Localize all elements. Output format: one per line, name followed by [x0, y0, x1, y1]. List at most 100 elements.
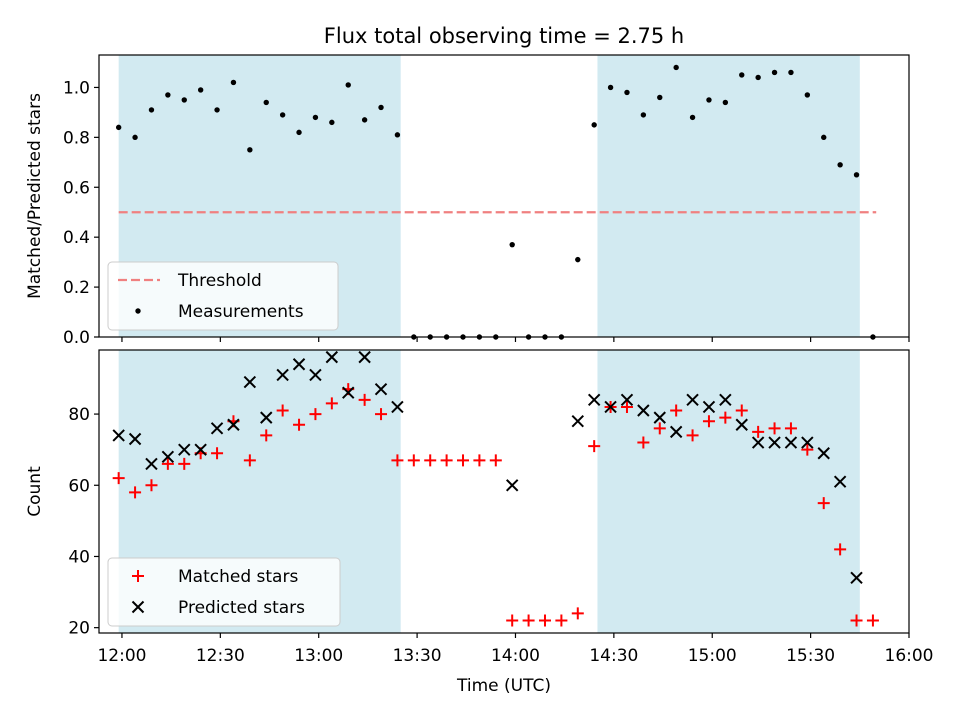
- measurement-point: [575, 256, 581, 263]
- matched-star-point: [834, 543, 847, 556]
- measurement-point: [837, 162, 843, 168]
- predicted-star-point: [194, 443, 207, 456]
- measurement-point: [361, 117, 368, 123]
- measurement-point: [394, 132, 401, 138]
- bottom-y-tick-label: 40: [68, 547, 90, 567]
- measurement-point: [804, 92, 811, 98]
- matched-star-point: [457, 454, 470, 467]
- matched-star-point: [801, 443, 814, 456]
- predicted-star-point: [227, 418, 240, 431]
- matched-star-point: [866, 614, 879, 627]
- measurement-point: [115, 124, 122, 131]
- predicted-star-point: [260, 411, 273, 424]
- predicted-star-point: [801, 436, 814, 449]
- measurement-point: [640, 112, 647, 118]
- measurement-point: [509, 241, 515, 248]
- top-y-tick-label: 0.0: [63, 328, 90, 348]
- matched-star-point: [211, 447, 224, 460]
- measurement-point: [148, 107, 155, 113]
- matched-star-point: [178, 457, 191, 470]
- measurement-point: [673, 64, 679, 71]
- measurement-point: [689, 114, 696, 121]
- matched-star-point: [489, 454, 502, 467]
- bottom-y-tick-label: 20: [68, 619, 90, 639]
- top-shaded-interval: [597, 55, 860, 337]
- predicted-star-point: [620, 393, 634, 407]
- measurement-point: [624, 89, 630, 96]
- matched-star-point: [719, 411, 732, 424]
- measurement-point: [345, 82, 351, 88]
- x-tick-label: 16:00: [885, 646, 934, 666]
- predicted-star-point: [276, 368, 289, 382]
- measurement-point: [853, 172, 860, 178]
- measurement-point: [279, 112, 286, 118]
- matched-star-point: [571, 607, 584, 620]
- measurement-point: [739, 72, 745, 78]
- matched-star-point: [293, 418, 306, 431]
- measurement-point: [821, 134, 827, 141]
- measurement-point: [197, 87, 204, 93]
- bottom-legend: Matched stars Predicted stars: [107, 557, 341, 627]
- matched-star-point: [358, 393, 371, 406]
- matched-star-point: [555, 614, 568, 627]
- predicted-star-point: [850, 571, 863, 585]
- matched-star-point: [588, 440, 601, 453]
- matched-star-point: [391, 454, 404, 467]
- matched-star-point: [752, 425, 765, 438]
- predicted-star-point: [833, 475, 847, 488]
- matched-star-point: [424, 454, 437, 467]
- measurement-point: [329, 119, 335, 126]
- predicted-star-point: [145, 457, 158, 471]
- matched-star-point: [473, 454, 486, 467]
- top-y-tick-label: 0.2: [63, 278, 90, 298]
- matched-star-point: [112, 472, 125, 485]
- measurement-point: [657, 94, 663, 101]
- bottom-y-tick-label: 80: [68, 405, 90, 425]
- measurement-point: [132, 134, 138, 141]
- predicted-star-point: [637, 404, 650, 417]
- x-tick-label: 15:30: [786, 646, 835, 666]
- predicted-star-point: [686, 393, 699, 407]
- legend-label: Predicted stars: [178, 598, 305, 618]
- legend-label: Measurements: [178, 302, 304, 322]
- predicted-star-point: [751, 436, 765, 449]
- measurement-point: [722, 99, 729, 106]
- matched-star-point: [375, 408, 388, 421]
- predicted-star-point: [178, 443, 191, 456]
- matched-star-point: [735, 404, 748, 417]
- top-y-axis-title: Matched/Predicted stars: [25, 93, 45, 299]
- measurement-point: [247, 147, 253, 153]
- measurement-point: [296, 129, 302, 136]
- predicted-star-point: [653, 411, 666, 424]
- matched-star-point: [260, 429, 273, 442]
- predicted-star-point: [161, 450, 175, 463]
- matched-star-point: [653, 422, 666, 435]
- matched-star-point: [702, 415, 715, 428]
- measurement-point: [214, 107, 220, 113]
- legend-label: Matched stars: [178, 567, 298, 587]
- predicted-star-point: [505, 479, 519, 492]
- predicted-star-point: [817, 447, 830, 460]
- legend-box: [107, 261, 339, 331]
- matched-star-point: [129, 486, 142, 499]
- matched-star-point: [850, 614, 863, 627]
- measurement-point: [755, 74, 761, 81]
- predicted-star-point: [210, 422, 224, 435]
- measurement-point: [378, 104, 384, 111]
- legend-box: [107, 557, 341, 627]
- predicted-star-point: [669, 425, 683, 439]
- matched-star-point: [637, 436, 650, 449]
- matched-star-point: [145, 479, 158, 492]
- predicted-star-point: [604, 400, 617, 414]
- predicted-star-point: [358, 350, 371, 364]
- measurement-point: [607, 84, 614, 91]
- predicted-star-point: [571, 414, 584, 428]
- predicted-star-point: [768, 436, 781, 449]
- x-tick-label: 13:00: [294, 646, 343, 666]
- legend-measurement-swatch: [135, 308, 141, 314]
- x-tick-label: 13:30: [393, 646, 442, 666]
- matched-star-point: [522, 614, 535, 627]
- matched-star-point: [817, 497, 830, 510]
- matched-star-point: [407, 454, 420, 467]
